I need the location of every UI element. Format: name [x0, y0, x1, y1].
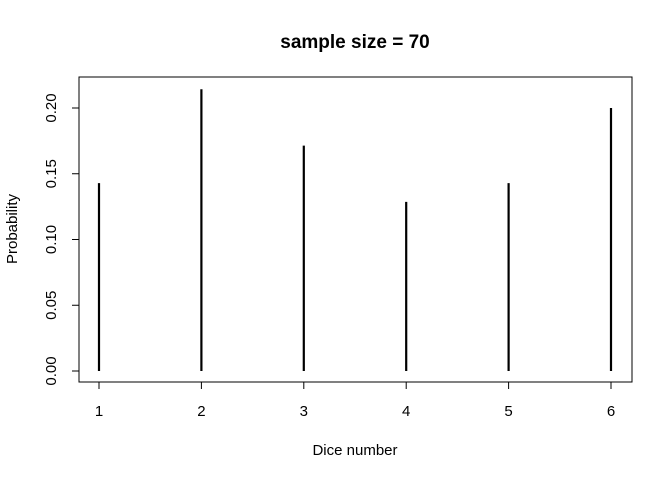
x-tick-label-1: 1	[95, 403, 103, 420]
y-axis-label: Probability	[4, 193, 21, 264]
x-axis-label: Dice number	[312, 442, 397, 459]
y-tick-label-0.00: 0.00	[43, 356, 60, 385]
y-tick-label-0.15: 0.15	[43, 159, 60, 188]
x-tick-label-3: 3	[300, 403, 308, 420]
y-tick-label-0.10: 0.10	[43, 225, 60, 254]
x-tick-label-6: 6	[607, 403, 615, 420]
y-tick-label-0.05: 0.05	[43, 291, 60, 320]
chart-title: sample size = 70	[280, 32, 429, 53]
x-tick-label-5: 5	[504, 403, 512, 420]
x-tick-label-4: 4	[402, 403, 410, 420]
y-tick-label-0.20: 0.20	[43, 93, 60, 122]
plot-frame	[78, 76, 633, 383]
y-ticks: 0.00 0.05 0.10 0.15 0.20	[43, 93, 79, 386]
x-tick-label-2: 2	[197, 403, 205, 420]
bars-layer	[97, 89, 613, 371]
x-ticks: 1 2 3 4 5 6	[95, 382, 615, 420]
